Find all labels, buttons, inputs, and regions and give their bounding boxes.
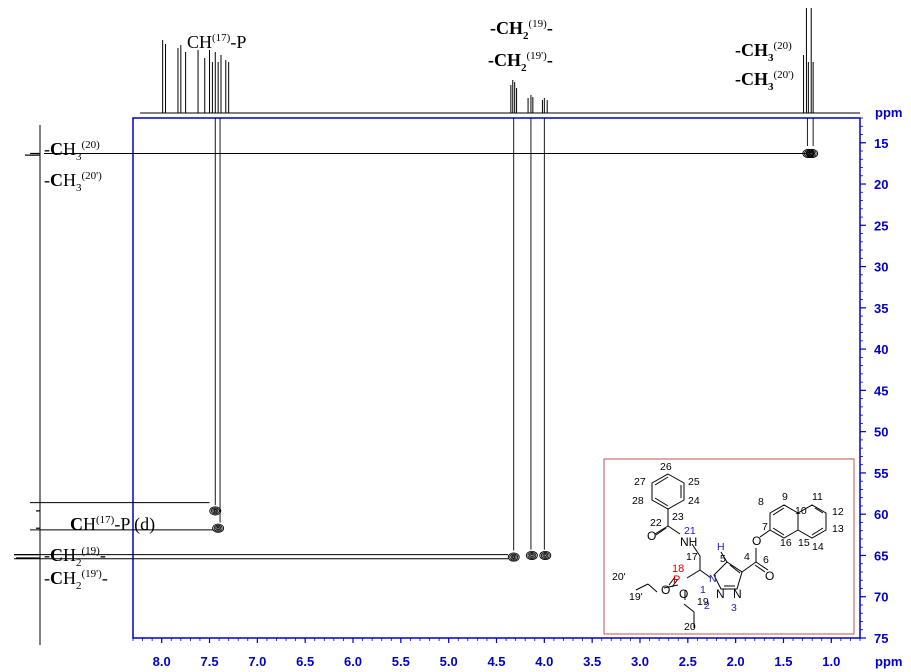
- cross-peak: [806, 148, 819, 159]
- y-tick-label: 40: [874, 342, 888, 357]
- x-tick-label: 5.5: [392, 654, 410, 669]
- structure-number: 22: [650, 517, 662, 529]
- cross-peaks: [209, 148, 819, 562]
- left-13c-projection: [14, 152, 40, 559]
- structure-number: 20: [684, 621, 696, 633]
- annotation-top-ch2-19p: -CH2(19')-: [488, 50, 553, 74]
- cross-peak: [507, 552, 520, 562]
- structure-number: 17: [686, 551, 698, 563]
- cross-peak: [212, 523, 225, 533]
- y-tick-label: 25: [874, 218, 888, 233]
- x-tick-label: 6.5: [296, 654, 314, 669]
- structure-number: 28: [632, 495, 644, 507]
- structure-number: 11: [812, 491, 823, 503]
- annotation-top-ch-p: CH(17)-P: [187, 32, 246, 52]
- structure-number: 3: [731, 602, 737, 614]
- structure-number: 21: [684, 525, 696, 537]
- x-tick-label: 1.5: [774, 654, 792, 669]
- annotation-left-ch2-19p: -CH2(19')-: [44, 568, 108, 592]
- atom-h5: H: [717, 541, 725, 553]
- structure-number: 14: [812, 541, 824, 553]
- structure-number: 26: [660, 461, 672, 473]
- y-tick-label: 60: [874, 507, 888, 522]
- structure-number: 2: [704, 600, 710, 612]
- structure-number: 24: [688, 495, 700, 507]
- structure-number: 5: [720, 553, 726, 565]
- structure-number: 7: [762, 521, 768, 533]
- atom-n3: N: [733, 587, 742, 601]
- x-tick-label: 6.0: [344, 654, 362, 669]
- structure-frame: [603, 458, 855, 635]
- x-tick-label: 4.5: [487, 654, 505, 669]
- x-tick-label: 4.0: [535, 654, 553, 669]
- guide-lines: [14, 118, 814, 560]
- structure-number: 9: [782, 491, 788, 503]
- atom-o-ethoxy: O: [679, 587, 688, 601]
- annotation-top-ch2-19: -CH2(19)-: [490, 18, 553, 42]
- structure-number: 10: [795, 505, 807, 517]
- annotation-left-ch-p: CH(17)-P (d): [70, 514, 155, 535]
- structure-number: 15: [798, 537, 810, 549]
- y-tick-label: 55: [874, 466, 888, 481]
- x-tick-label: 8.0: [153, 654, 171, 669]
- y-tick-label: 70: [874, 590, 888, 605]
- structure-number: 18: [672, 563, 684, 575]
- annotation-top-ch3-20: -CH3(20): [735, 40, 792, 64]
- x-tick-label: 2.0: [727, 654, 745, 669]
- structure-number: 20': [612, 571, 626, 583]
- annotation-left-ch3-20: -CH3(20): [44, 139, 100, 163]
- annotation-top-ch3-20p: -CH3(20'): [735, 69, 794, 93]
- y-tick-label: 50: [874, 425, 888, 440]
- y-tick-label: 65: [874, 548, 888, 563]
- structure-number: 8: [758, 496, 764, 508]
- structure-number: 4: [744, 551, 750, 563]
- x-tick-label: 2.5: [679, 654, 697, 669]
- structure-number: 23: [672, 511, 684, 523]
- structure-number: 27: [634, 476, 646, 488]
- atom-n2: N: [716, 587, 725, 601]
- x-axis-unit: ppm: [875, 654, 902, 669]
- y-tick-label: 20: [874, 177, 888, 192]
- x-tick-label: 7.5: [200, 654, 218, 669]
- y-tick-label: 30: [874, 260, 888, 275]
- annotation-left-ch3-20p: -CH3(20'): [44, 170, 102, 194]
- atom-nh: NH: [680, 535, 697, 549]
- cross-peak: [209, 506, 222, 516]
- y-tick-label: 15: [874, 136, 888, 151]
- structure-number: 25: [688, 476, 700, 488]
- y-tick-label: 35: [874, 301, 888, 316]
- y-axis: 15 20 25 30 35 40 45 50 55 60 65 70 75: [860, 117, 888, 646]
- y-axis-unit-top: ppm: [875, 105, 902, 120]
- cross-peak: [525, 550, 538, 561]
- structure-number: 6: [763, 554, 769, 566]
- x-tick-label: 3.5: [583, 654, 601, 669]
- atom-p: P: [673, 574, 680, 586]
- y-tick-label: 75: [874, 631, 888, 646]
- x-tick-label: 7.0: [248, 654, 266, 669]
- atom-o-ester: O: [752, 534, 761, 548]
- structure-number: 1: [700, 584, 706, 596]
- top-1h-projection: [162, 8, 814, 113]
- atom-o-carbonyl-amide: O: [647, 529, 656, 543]
- structure-number: 12: [832, 506, 844, 518]
- atom-o-ester-carbonyl: O: [765, 569, 774, 583]
- structure-number: 19': [629, 591, 643, 603]
- x-tick-label: 5.0: [440, 654, 458, 669]
- y-tick-label: 45: [874, 383, 888, 398]
- structure-number: 19: [697, 596, 709, 608]
- atom-o-phosphoryl: O: [661, 583, 670, 597]
- x-axis: 8.0 7.5 7.0 6.5 6.0 5.5 5.0 4.5 4.0 3.5 3.0 2.5 2.0 1…: [132, 638, 861, 669]
- annotation-left-ch2-19: -CH2(19)-: [44, 545, 106, 569]
- structure-number: 16: [780, 537, 792, 549]
- cross-peak: [539, 550, 552, 561]
- structure-number: 13: [832, 523, 844, 535]
- x-tick-label: 1.0: [822, 654, 840, 669]
- atom-n1: N: [709, 573, 717, 585]
- x-tick-label: 3.0: [631, 654, 649, 669]
